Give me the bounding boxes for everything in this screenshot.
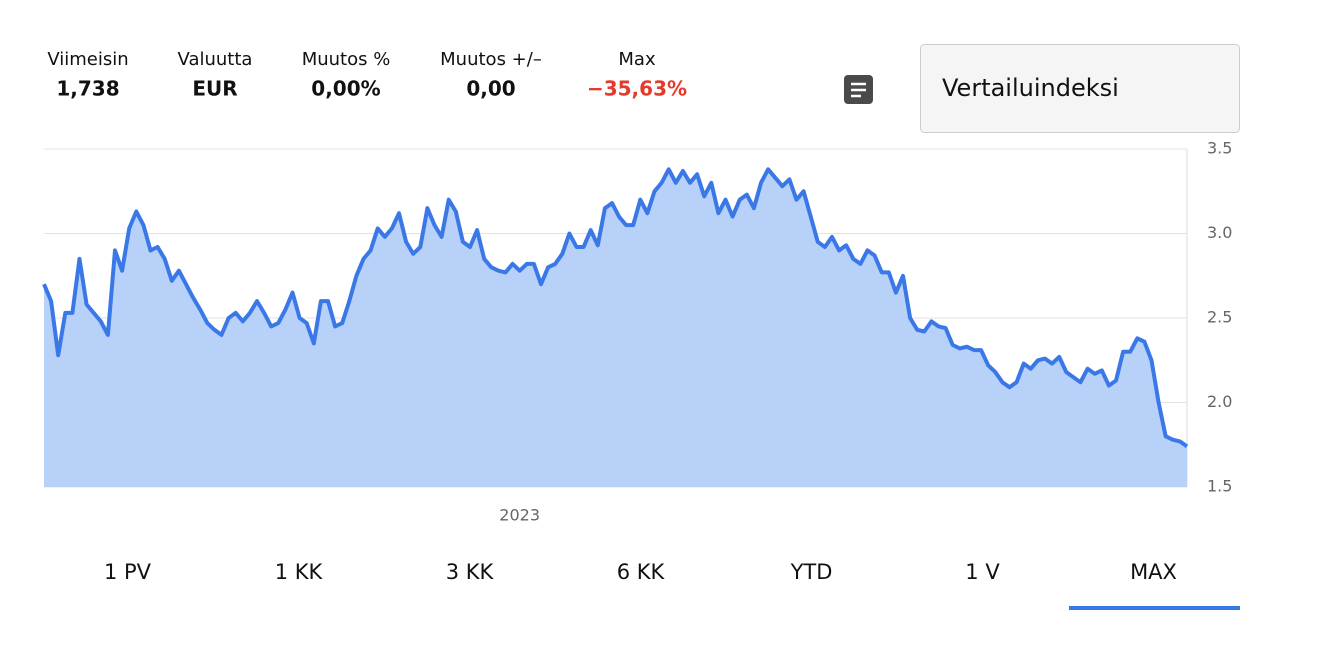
stat-value: EUR (192, 77, 237, 101)
x-tick-label: 2023 (499, 506, 540, 525)
y-tick-label: 2.5 (1207, 308, 1232, 327)
stat-label: Valuutta (178, 49, 253, 70)
range-tab[interactable]: 3 KK (446, 560, 495, 584)
y-tick-label: 2.0 (1207, 392, 1232, 411)
compare-button-label: Vertailuindeksi (942, 74, 1119, 102)
active-tab-underline (1069, 606, 1240, 610)
stat-value: 0,00% (311, 77, 380, 101)
stat-label: Muutos +/– (440, 49, 542, 70)
range-tab[interactable]: 6 KK (617, 560, 666, 584)
stat-value: 0,00 (466, 77, 515, 101)
range-tab[interactable]: 1 PV (104, 560, 152, 584)
report-icon-lines (851, 82, 866, 98)
y-tick-label: 3.5 (1207, 139, 1232, 158)
range-tab[interactable]: YTD (790, 560, 833, 584)
y-tick-label: 3.0 (1207, 223, 1232, 242)
stat-label: Max (618, 49, 656, 70)
price-line (42, 167, 1189, 449)
range-tab[interactable]: 1 KK (275, 560, 324, 584)
range-tab[interactable]: MAX (1130, 560, 1177, 584)
stat-label: Viimeisin (47, 49, 128, 70)
stat-value: 1,738 (56, 77, 119, 101)
stat-label: Muutos % (302, 49, 391, 70)
y-tick-label: 1.5 (1207, 477, 1232, 496)
compare-button[interactable] (920, 44, 1240, 133)
stat-value: −35,63% (587, 77, 687, 101)
range-tab[interactable]: 1 V (965, 560, 1000, 584)
area-fill (44, 169, 1187, 488)
